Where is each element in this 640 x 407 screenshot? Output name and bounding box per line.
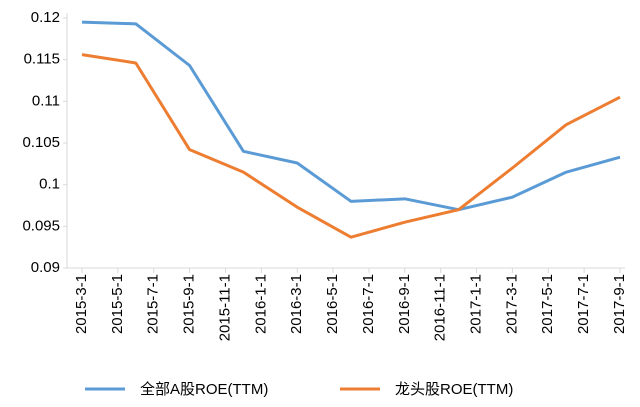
y-tick-label: 0.11 bbox=[32, 92, 60, 109]
x-tick-label: 2015-9-1 bbox=[181, 274, 198, 334]
x-tick-label: 2017-5-1 bbox=[539, 274, 556, 334]
y-tick-label: 0.09 bbox=[31, 259, 60, 276]
x-tick-label: 2016-9-1 bbox=[396, 274, 413, 334]
x-tick-label: 2015-7-1 bbox=[145, 274, 162, 334]
x-tick-label: 2016-3-1 bbox=[288, 274, 305, 334]
y-tick-label: 0.1 bbox=[39, 176, 60, 193]
x-tick-label: 2017-3-1 bbox=[503, 274, 520, 334]
x-tick-label: 2016-11-1 bbox=[432, 274, 449, 341]
series-line bbox=[81, 53, 621, 239]
x-tick-label: 2016-5-1 bbox=[324, 274, 341, 334]
y-tick-label: 0.095 bbox=[22, 217, 60, 234]
y-tick-label: 0.115 bbox=[24, 51, 60, 68]
x-tick-label: 2017-1-1 bbox=[468, 274, 485, 334]
y-tick-label: 0.12 bbox=[31, 9, 60, 26]
x-tick-label: 2016-1-1 bbox=[252, 274, 269, 334]
x-tick-label: 2017-7-1 bbox=[575, 274, 592, 334]
legend-label: 龙头股ROE(TTM) bbox=[395, 381, 513, 398]
legend-label: 全部A股ROE(TTM) bbox=[140, 380, 268, 398]
y-tick-label: 0.105 bbox=[22, 134, 60, 151]
x-tick-label: 2016-7-1 bbox=[360, 274, 377, 334]
x-tick-label: 2015-11-1 bbox=[216, 274, 233, 341]
x-tick-label: 2015-5-1 bbox=[109, 274, 126, 334]
x-tick-label: 2015-3-1 bbox=[73, 274, 90, 334]
x-tick-label: 2017-9-1 bbox=[611, 274, 628, 334]
series-line bbox=[81, 20, 621, 212]
